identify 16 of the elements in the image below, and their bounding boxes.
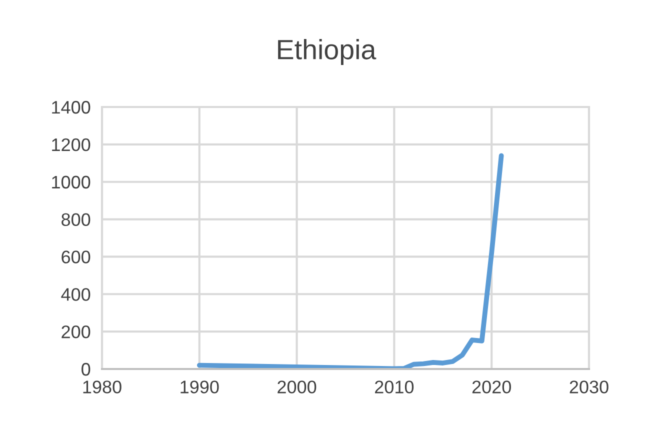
y-tick-label: 0 (82, 362, 90, 376)
x-tick-label: 2010 (375, 380, 414, 394)
y-tick-label: 200 (62, 326, 90, 338)
y-tick-label: 400 (61, 288, 90, 301)
y-tick-label: 1000 (52, 176, 90, 189)
x-tick-label: 2000 (278, 380, 316, 394)
line-series (196, 153, 504, 369)
y-tick-label: 1200 (52, 138, 90, 152)
y-tick-label: 1400 (52, 100, 90, 114)
x-tick-label: 2030 (570, 380, 608, 394)
y-tick-label: 800 (62, 213, 90, 226)
y-tick-label: 600 (62, 250, 90, 264)
x-tick-label: 1980 (83, 380, 122, 394)
x-tick-label: 1990 (180, 380, 219, 394)
chart-title: Ethiopia (278, 39, 376, 65)
x-tick-label: 2020 (472, 380, 511, 394)
